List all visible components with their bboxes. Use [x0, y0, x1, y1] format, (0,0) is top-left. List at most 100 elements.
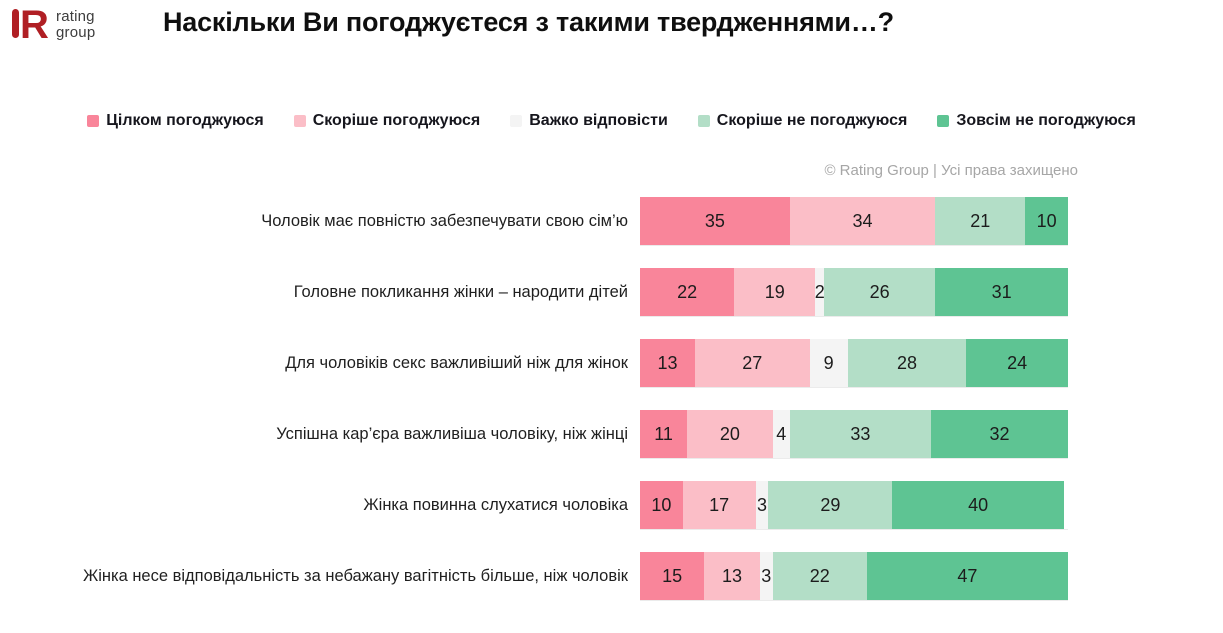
logo-wordmark: rating group	[56, 9, 95, 41]
bar-segment-value: 40	[968, 494, 989, 515]
bar-segment-value: 17	[709, 494, 730, 515]
bar-segment: 17	[682, 481, 756, 529]
bar-segment: 32	[931, 410, 1068, 458]
legend-label: Важко відповісти	[529, 112, 668, 129]
legend-label: Скоріше не погоджуюся	[716, 112, 908, 129]
bar-segment: 10	[640, 481, 683, 529]
bar-segment: 21	[935, 197, 1026, 245]
rating-group-logo: R rating group	[10, 3, 95, 47]
bar-segment-value: 28	[896, 352, 917, 373]
bar-segment-value: 13	[721, 565, 743, 586]
bar-segment-value: 21	[970, 210, 991, 231]
stacked-bar: 11 20 4 33 32	[640, 410, 1068, 458]
chart-row: Жінка повинна слухатися чоловіка 10 17 3 29 4…	[0, 481, 1068, 529]
bar-segment: 2	[814, 268, 825, 316]
bar-segment: 31	[935, 268, 1068, 316]
bar-segment: 22	[772, 552, 867, 600]
row-label: Жінка несе відповідальність за небажану …	[82, 566, 628, 585]
bar-segment: 47	[866, 552, 1068, 600]
stacked-bar: 15 13 3 22 47	[640, 552, 1068, 600]
bar-segment: 19	[734, 268, 816, 316]
legend-label: Скоріше погоджуюся	[312, 112, 481, 129]
bar-segment: 22	[640, 268, 735, 316]
chart-row: Чоловік має повністю забезпечувати свою …	[0, 197, 1068, 245]
bar-segment-value: 27	[742, 352, 763, 373]
rating-group-logo-icon: R	[10, 3, 56, 47]
bar-segment: 11	[640, 410, 688, 458]
legend-swatch-icon	[937, 115, 950, 127]
stacked-bar: 13 27 9 28 24	[640, 339, 1069, 387]
bar-segment-value: 11	[654, 423, 673, 444]
row-label: Головне покликання жінки – народити діте…	[293, 282, 628, 301]
bar-segment: 26	[824, 268, 936, 316]
bar-segment: 4	[772, 410, 790, 458]
bar-segment: 34	[789, 197, 936, 245]
logo-word-group: group	[56, 24, 96, 41]
legend-item: Скоріше не погоджуюся	[697, 112, 908, 130]
chart-row: Для чоловіків секс важливіший ніж для жі…	[0, 339, 1069, 387]
bar-segment: 13	[704, 552, 760, 600]
bar-segment-value: 20	[719, 423, 740, 444]
page-title: Наскільки Ви погоджуєтеся з такими тверд…	[163, 7, 894, 37]
bar-segment-value: 9	[823, 352, 834, 373]
bar-segment-value: 3	[756, 494, 767, 515]
chart-row: Успішна кар’єра важливіша чоловіку, ніж …	[0, 410, 1068, 458]
bar-segment-value: 10	[1036, 210, 1057, 231]
bar-segment: 13	[640, 339, 696, 387]
bar-segment: 29	[768, 481, 893, 529]
chart-row: Головне покликання жінки – народити діте…	[0, 268, 1068, 316]
bar-segment-value: 31	[991, 281, 1012, 302]
row-label: Жінка повинна слухатися чоловіка	[363, 495, 628, 514]
legend-item: Важко відповісти	[510, 112, 668, 130]
logo-word-rating: rating	[56, 8, 95, 25]
svg-text:R: R	[20, 5, 49, 47]
bar-segment: 33	[789, 410, 932, 458]
legend-swatch-icon	[697, 115, 710, 127]
bar-segment: 40	[892, 481, 1064, 529]
bar-segment: 3	[755, 481, 769, 529]
bar-segment-value: 15	[662, 565, 683, 586]
row-label: Успішна кар’єра важливіша чоловіку, ніж …	[276, 424, 628, 443]
bar-segment: 15	[640, 552, 705, 600]
bar-segment: 3	[759, 552, 773, 600]
bar-segment: 9	[809, 339, 848, 387]
bar-segment: 28	[847, 339, 967, 387]
row-label: Для чоловіків секс важливіший ніж для жі…	[285, 353, 628, 372]
bar-segment-value: 22	[809, 565, 830, 586]
stacked-bar: 35 34 21 10	[640, 197, 1068, 245]
bar-segment-value: 22	[677, 281, 698, 302]
stacked-bar: 10 17 3 29 40	[640, 481, 1068, 529]
chart-row: Жінка несе відповідальність за небажану …	[0, 552, 1068, 600]
bar-segment-value: 26	[869, 281, 890, 302]
legend-label: Зовсім не погоджуюся	[956, 112, 1136, 129]
legend-item: Скоріше погоджуюся	[293, 112, 481, 130]
row-label: Чоловік має повністю забезпечувати свою …	[261, 211, 628, 230]
bar-segment: 27	[695, 339, 810, 387]
legend-item: Цілком погоджуюся	[87, 112, 264, 130]
chart-legend: Цілком погоджуюся Скоріше погоджуюся Важко…	[0, 112, 1223, 130]
bar-segment: 35	[640, 197, 790, 245]
bar-segment-value: 2	[814, 281, 825, 302]
bar-segment-value: 19	[764, 281, 785, 302]
bar-segment-value: 3	[761, 565, 772, 586]
bar-segment-value: 29	[820, 494, 841, 515]
copyright-note: © Rating Group | Усі права захищено	[824, 162, 1078, 179]
stacked-bar-chart: Чоловік має повністю забезпечувати свою …	[0, 197, 1069, 623]
legend-swatch-icon	[87, 115, 100, 127]
bar-segment-value: 35	[704, 210, 725, 231]
legend-swatch-icon	[510, 115, 523, 127]
bar-segment-value: 13	[657, 352, 678, 373]
bar-segment-value: 4	[776, 423, 787, 444]
legend-item: Зовсім не погоджуюся	[937, 112, 1136, 130]
bar-segment: 10	[1025, 197, 1068, 245]
bar-segment-value: 33	[850, 423, 871, 444]
bar-segment-value: 32	[989, 423, 1010, 444]
bar-segment: 20	[687, 410, 773, 458]
bar-segment: 24	[966, 339, 1069, 387]
stacked-bar: 22 19 2 26 31	[640, 268, 1068, 316]
legend-swatch-icon	[293, 115, 306, 127]
bar-segment-value: 10	[651, 494, 672, 515]
bar-segment-value: 24	[1007, 352, 1028, 373]
legend-label: Цілком погоджуюся	[106, 112, 264, 129]
